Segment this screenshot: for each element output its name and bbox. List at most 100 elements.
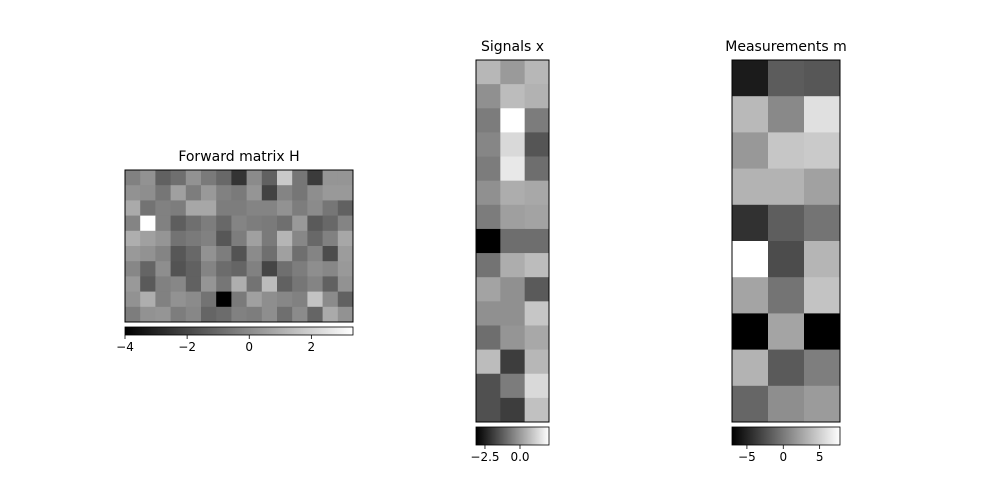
heatmap-cell (140, 185, 156, 201)
heatmap-cell (185, 246, 202, 262)
heatmap-cell (768, 385, 805, 423)
heatmap-cell (201, 246, 217, 262)
heatmap-cell (500, 373, 526, 399)
heatmap-cell (292, 306, 308, 323)
chart-title: Signals x (481, 39, 544, 55)
heatmap-cell (185, 170, 202, 186)
heatmap-cell (322, 246, 339, 262)
heatmap-cell (500, 301, 526, 326)
heatmap-cell (216, 261, 232, 277)
heatmap-cell (337, 170, 354, 186)
heatmap-cell (201, 261, 217, 277)
heatmap-cell (337, 291, 354, 308)
heatmap-cell (140, 215, 156, 232)
heatmap-cell (246, 276, 263, 292)
heatmap-cell (185, 291, 202, 308)
heatmap-cell (155, 200, 171, 216)
heatmap-cell (201, 276, 217, 292)
heatmap-cell (246, 306, 263, 323)
heatmap-cell (277, 200, 293, 216)
heatmap-cell (768, 132, 805, 169)
heatmap-cell (732, 385, 769, 423)
heatmap-cell (140, 246, 156, 262)
colorbar (731, 426, 841, 446)
heatmap-cell (246, 246, 263, 262)
heatmap-cell (246, 185, 263, 201)
heatmap-cell (125, 185, 141, 201)
heatmap-cell (322, 291, 339, 308)
heatmap-cell (125, 170, 141, 186)
heatmap-cell (500, 132, 526, 157)
heatmap-cell (804, 96, 841, 133)
heatmap-cell (768, 60, 805, 97)
heatmap-cell (322, 185, 339, 201)
heatmap-cell (500, 204, 526, 230)
heatmap-cell (307, 185, 323, 201)
heatmap-cell (500, 253, 526, 278)
heatmap-cell (524, 397, 550, 423)
heatmap-cell (216, 246, 232, 262)
heatmap-cell (231, 261, 247, 277)
heatmap-cell (140, 170, 156, 186)
heatmap-cell (170, 230, 187, 247)
heatmap-cell (155, 230, 171, 247)
heatmap-cell (216, 170, 232, 186)
heatmap-cell (155, 215, 171, 232)
heatmap-cell (261, 230, 278, 247)
heatmap-cell (277, 170, 293, 186)
heatmap-cell (500, 180, 526, 206)
heatmap-cell (524, 132, 550, 157)
heatmap-cell (231, 185, 247, 201)
heatmap-cell (476, 228, 501, 254)
heatmap-cell (337, 276, 354, 292)
axes-frame (731, 59, 841, 423)
heatmap-cell (307, 291, 323, 308)
heatmap-cell (170, 261, 187, 277)
heatmap-cell (246, 230, 263, 247)
colorbar (475, 426, 550, 446)
heatmap-cell (307, 215, 323, 232)
colorbar-tick-label: 0 (779, 450, 787, 464)
chart-title: Forward matrix H (178, 149, 299, 165)
heatmap-cell (185, 185, 202, 201)
heatmap-cell (140, 230, 156, 247)
colorbar (124, 326, 354, 336)
heatmap-cell (201, 200, 217, 216)
heatmap-cell (216, 306, 232, 323)
heatmap-cell (337, 185, 354, 201)
heatmap-cell (231, 291, 247, 308)
heatmap-cell (307, 276, 323, 292)
colorbar-tick-label: 5 (816, 450, 824, 464)
heatmap-cell (732, 168, 769, 206)
heatmap-cell (292, 261, 308, 277)
heatmap-cell (476, 180, 501, 206)
heatmap-cell (732, 60, 769, 97)
heatmap-cell (231, 215, 247, 232)
axes-frame (475, 59, 550, 423)
heatmap-cell (277, 215, 293, 232)
heatmap-cell (170, 276, 187, 292)
chart-title: Measurements m (725, 39, 847, 55)
heatmap-cell (804, 313, 841, 350)
heatmap-cell (170, 200, 187, 216)
heatmap-cell (277, 261, 293, 277)
heatmap-cell (277, 291, 293, 308)
heatmap-cell (185, 230, 202, 247)
heatmap-cell (476, 397, 501, 423)
heatmap-cell (804, 277, 841, 314)
heatmap-cell (155, 276, 171, 292)
heatmap-cell (307, 200, 323, 216)
heatmap-cell (216, 291, 232, 308)
heatmap-cell (292, 170, 308, 186)
heatmap-cell (155, 170, 171, 186)
heatmap-cell (170, 306, 187, 323)
heatmap-cell (307, 261, 323, 277)
heatmap-cell (524, 228, 550, 254)
heatmap-cell (201, 170, 217, 186)
heatmap-cell (337, 261, 354, 277)
heatmap-cell (261, 261, 278, 277)
heatmap-cell (201, 306, 217, 323)
heatmap-cell (277, 306, 293, 323)
heatmap-cell (524, 60, 550, 85)
heatmap-cell (476, 60, 501, 85)
